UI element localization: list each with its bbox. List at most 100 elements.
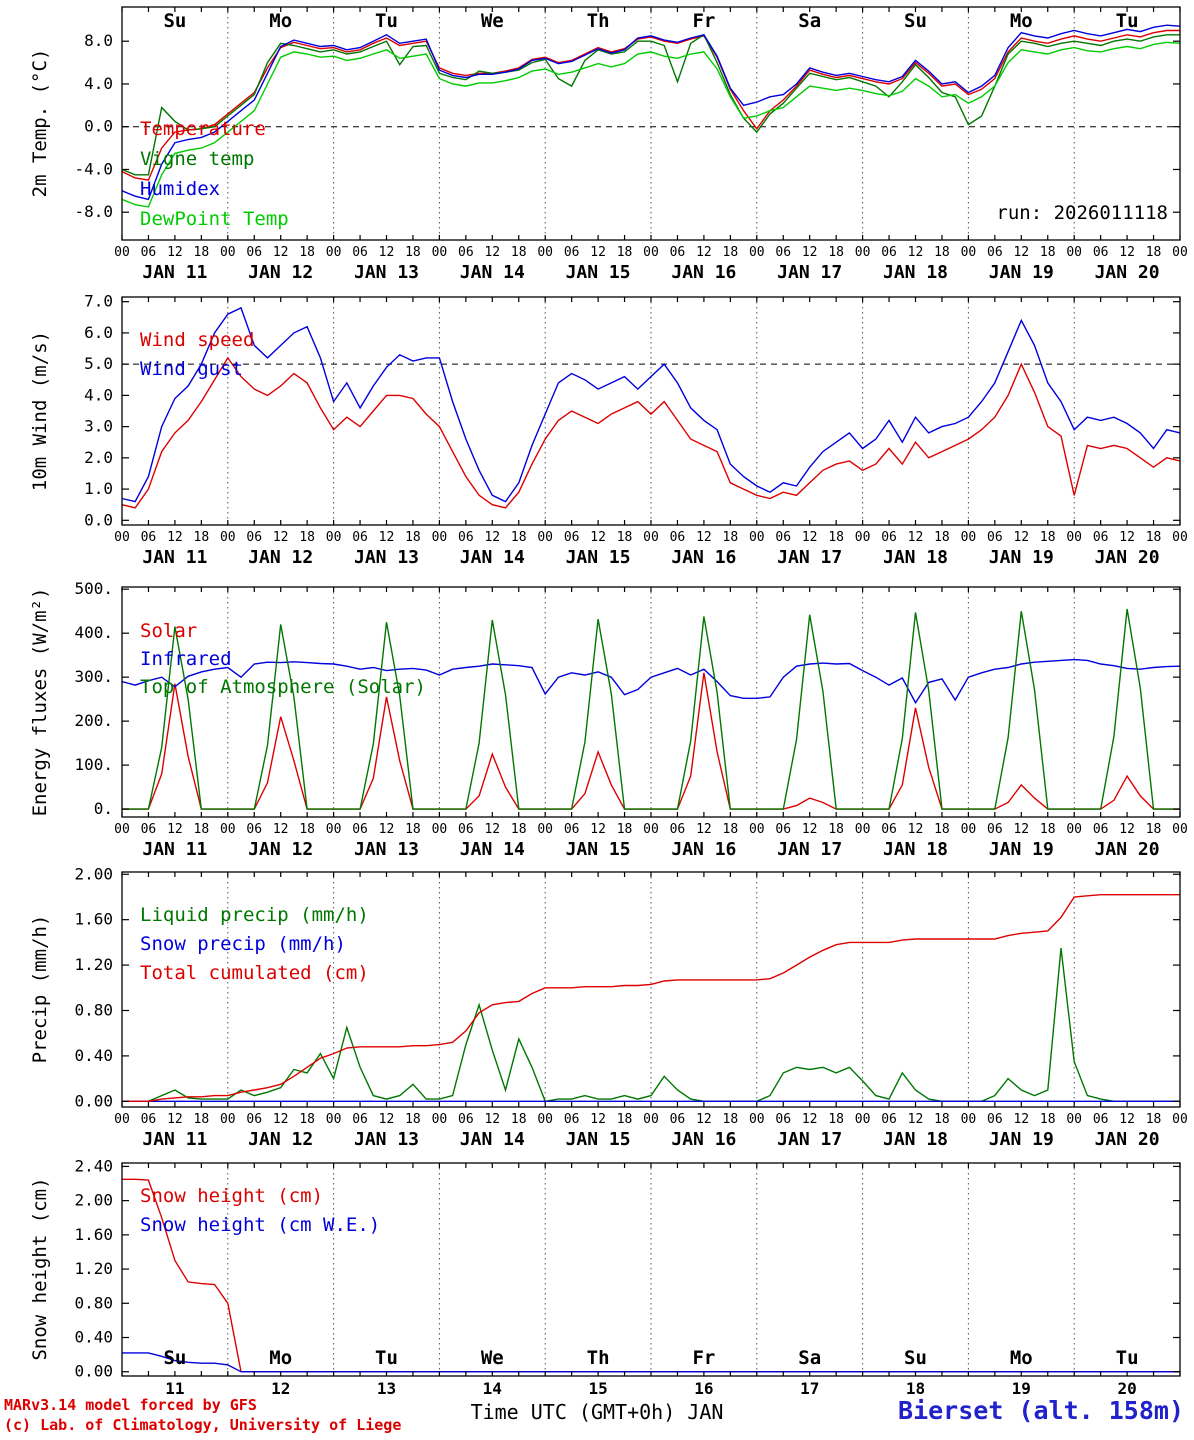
hour-tick-label: 18 [1146,822,1162,837]
panel-snow: 0.00 0.40 0.80 1.20 1.60 2.00 2.40 11 Su 12 Mo 13 Tu… [74,1156,1181,1398]
day-name-label: Su [163,1347,186,1369]
hour-tick-label: 00 [220,245,236,260]
hour-tick-label: 18 [1040,1112,1056,1127]
hour-tick-label: 12 [590,530,606,545]
hour-tick-label: 12 [273,822,289,837]
series-wind-speed-line [121,356,1181,509]
legend-temperature-panel: Temperature Vigne temp Humidex DewPoint … [140,114,289,234]
hour-tick-label: 12 [1119,245,1135,260]
hour-tick-label: 06 [987,822,1003,837]
panel-wind: 00 06 12 18 00 06 12 18 00 06 12 18 00 06 12 18 00 06 12 18… [84,292,1188,568]
y-tick-label: 7.0 [84,292,113,311]
hour-tick-label: 06 [458,1112,474,1127]
hour-tick-label: 00 [432,245,448,260]
date-label: JAN 18 [883,1129,948,1150]
date-label: JAN 17 [777,839,842,860]
hour-tick-label: 12 [273,245,289,260]
hour-tick-label: 18 [511,530,527,545]
hour-tick-label: 06 [670,245,686,260]
day-name-label: Su [904,1347,927,1369]
date-label: JAN 18 [883,547,948,568]
date-label: JAN 19 [989,262,1054,283]
date-label: JAN 16 [671,839,736,860]
legend-item-vigne-temp: Vigne temp [140,148,255,170]
day-number-label: 13 [377,1379,396,1398]
hour-tick-label: 12 [696,245,712,260]
y-axis-title-snow: Snow height (cm) [29,1177,51,1361]
legend-item-toa: Top of Atmosphere (Solar) [140,676,426,698]
date-label: JAN 11 [142,547,207,568]
hour-tick-label: 06 [141,822,157,837]
y-axis-title-precip: Precip (mm/h) [29,914,51,1064]
hour-tick-label: 00 [643,530,659,545]
hour-tick-label: 12 [379,245,395,260]
hour-tick-label: 00 [1172,1112,1188,1127]
date-label: JAN 20 [1095,839,1160,860]
panel-temperature: 00 06 12 18 00 06 12 18 00 06 12 18 00 06 12 18 00 06 12 18… [74,6,1188,283]
date-label: JAN 12 [248,262,313,283]
hour-tick-label: 06 [881,1112,897,1127]
date-label: JAN 19 [989,547,1054,568]
y-tick-label: 0.0 [84,117,113,136]
hour-tick-label: 00 [855,822,871,837]
y-tick-label: 6.0 [84,323,113,342]
date-label: JAN 12 [248,1129,313,1150]
series-dewpoint-temp-line [121,41,1181,208]
hour-tick-label: 12 [802,1112,818,1127]
y-tick-label: 2.40 [74,1156,113,1175]
hour-tick-label: 00 [643,1112,659,1127]
hour-tick-label: 12 [379,530,395,545]
hour-tick-label: 06 [670,822,686,837]
hour-tick-label: 18 [299,245,315,260]
series-total-cumulated-cm-line [122,894,1180,1103]
y-tick-label: 0. [94,799,113,818]
hour-tick-label: 06 [670,1112,686,1127]
hour-tick-label: 00 [114,1112,130,1127]
hour-tick-label: 06 [775,822,791,837]
hour-tick-label: 00 [643,822,659,837]
y-tick-label: 1.60 [74,1225,113,1244]
y-tick-label: 100. [74,755,113,774]
hour-tick-label: 00 [326,1112,342,1127]
hour-tick-label: 00 [326,245,342,260]
hour-tick-label: 12 [590,1112,606,1127]
day-name-label: Su [163,10,186,32]
hour-tick-label: 00 [220,822,236,837]
hour-tick-label: 06 [987,1112,1003,1127]
hour-tick-label: 06 [352,245,368,260]
panel-energy: 00 06 12 18 00 06 12 18 00 06 12 18 00 06 12 18 00 06 12 18… [74,579,1187,860]
y-tick-label: 200. [74,711,113,730]
y-tick-label: 8.0 [84,31,113,50]
legend-item-wind-speed: Wind speed [140,329,255,351]
legend-item-infrared: Infrared [140,648,232,670]
hour-tick-label: 12 [696,530,712,545]
hour-tick-label: 18 [1040,822,1056,837]
date-label: JAN 15 [566,1129,631,1150]
hour-tick-label: 18 [828,1112,844,1127]
date-label: JAN 20 [1095,547,1160,568]
hour-tick-label: 06 [1093,1112,1109,1127]
hour-tick-label: 12 [379,1112,395,1127]
hour-tick-label: 00 [1066,822,1082,837]
hour-tick-label: 18 [194,530,210,545]
hour-tick-label: 12 [484,822,500,837]
panel-precip: 00 06 12 18 00 06 12 18 00 06 12 18 00 06 12 18 00 06 12 18… [74,864,1187,1150]
hour-tick-label: 18 [405,530,421,545]
hour-tick-label: 18 [299,822,315,837]
legend-item-snow-height-we: Snow height (cm W.E.) [140,1214,381,1236]
hour-tick-label: 06 [458,245,474,260]
hour-tick-label: 18 [194,1112,210,1127]
legend-wind-panel: Wind speed Wind gust [140,326,254,384]
date-label: JAN 16 [671,262,736,283]
hour-tick-label: 00 [326,822,342,837]
hour-tick-label: 18 [194,822,210,837]
hour-tick-label: 00 [1172,245,1188,260]
date-label: JAN 15 [566,547,631,568]
day-name-label: Th [587,1347,610,1369]
hour-tick-label: 00 [1066,245,1082,260]
hour-tick-label: 00 [114,530,130,545]
legend-item-liquid-precip: Liquid precip (mm/h) [140,904,369,926]
hour-tick-label: 06 [1093,245,1109,260]
date-label: JAN 17 [777,547,842,568]
